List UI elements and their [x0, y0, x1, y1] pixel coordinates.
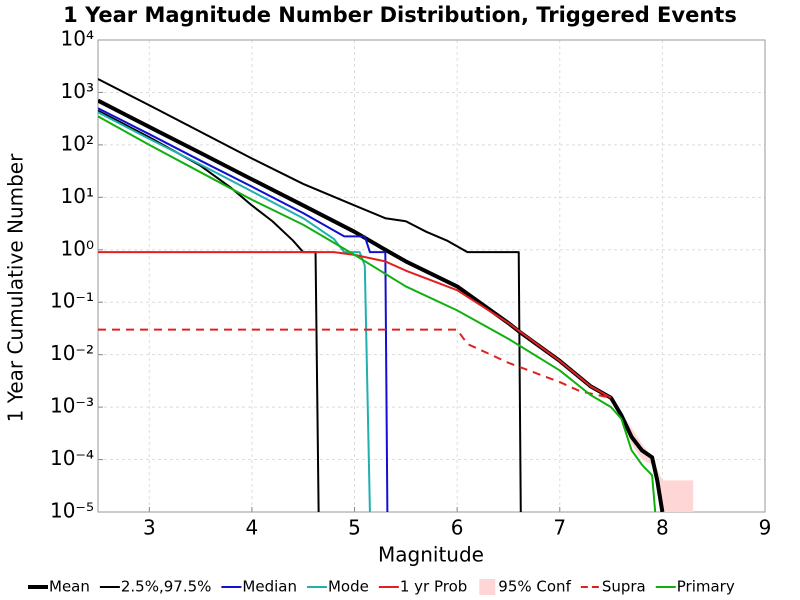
- y-tick-label: 10⁻⁵: [50, 499, 94, 523]
- x-tick-label: 5: [348, 516, 361, 540]
- series-line: [98, 251, 612, 399]
- y-tick-label: 10⁻²: [50, 341, 94, 365]
- legend-label: Median: [242, 578, 297, 596]
- legend-label: Mode: [328, 578, 369, 596]
- x-tick-label: 6: [451, 516, 464, 540]
- legend-label: 95% Conf: [498, 578, 571, 596]
- legend-label: 1 yr Prob: [400, 578, 467, 596]
- legend-label: Mean: [49, 578, 90, 596]
- y-tick-label: 10⁻¹: [50, 289, 94, 313]
- x-tick-label: 8: [656, 516, 669, 540]
- x-tick-label: 7: [553, 516, 566, 540]
- plot-area: [98, 78, 694, 512]
- y-tick-label: 10¹: [61, 184, 94, 208]
- series-line: [98, 115, 657, 512]
- x-tick-label: 9: [759, 516, 772, 540]
- series-line: [98, 328, 612, 399]
- legend-swatch: [479, 579, 496, 595]
- y-tick-label: 10⁰: [61, 236, 94, 260]
- legend-label: Primary: [677, 578, 735, 596]
- y-tick-label: 10²: [61, 131, 94, 155]
- confidence-band: [611, 397, 694, 512]
- chart-title: 1 Year Magnitude Number Distribution, Tr…: [63, 3, 737, 27]
- x-tick-label: 3: [143, 516, 156, 540]
- legend-label: 2.5%,97.5%: [121, 578, 212, 596]
- x-tick-label: 4: [246, 516, 259, 540]
- series-line: [98, 78, 522, 512]
- y-tick-label: 10⁴: [61, 27, 94, 51]
- y-tick-label: 10⁻³: [50, 394, 94, 418]
- x-axis-label: Magnitude: [378, 543, 484, 567]
- plot-frame: [97, 39, 766, 513]
- y-tick-label: 10⁻⁴: [50, 446, 94, 470]
- y-axis-label: 1 Year Cumulative Number: [4, 153, 28, 422]
- y-tick-label: 10³: [61, 79, 94, 103]
- series-line: [98, 107, 389, 512]
- legend-label: Supra: [602, 578, 646, 596]
